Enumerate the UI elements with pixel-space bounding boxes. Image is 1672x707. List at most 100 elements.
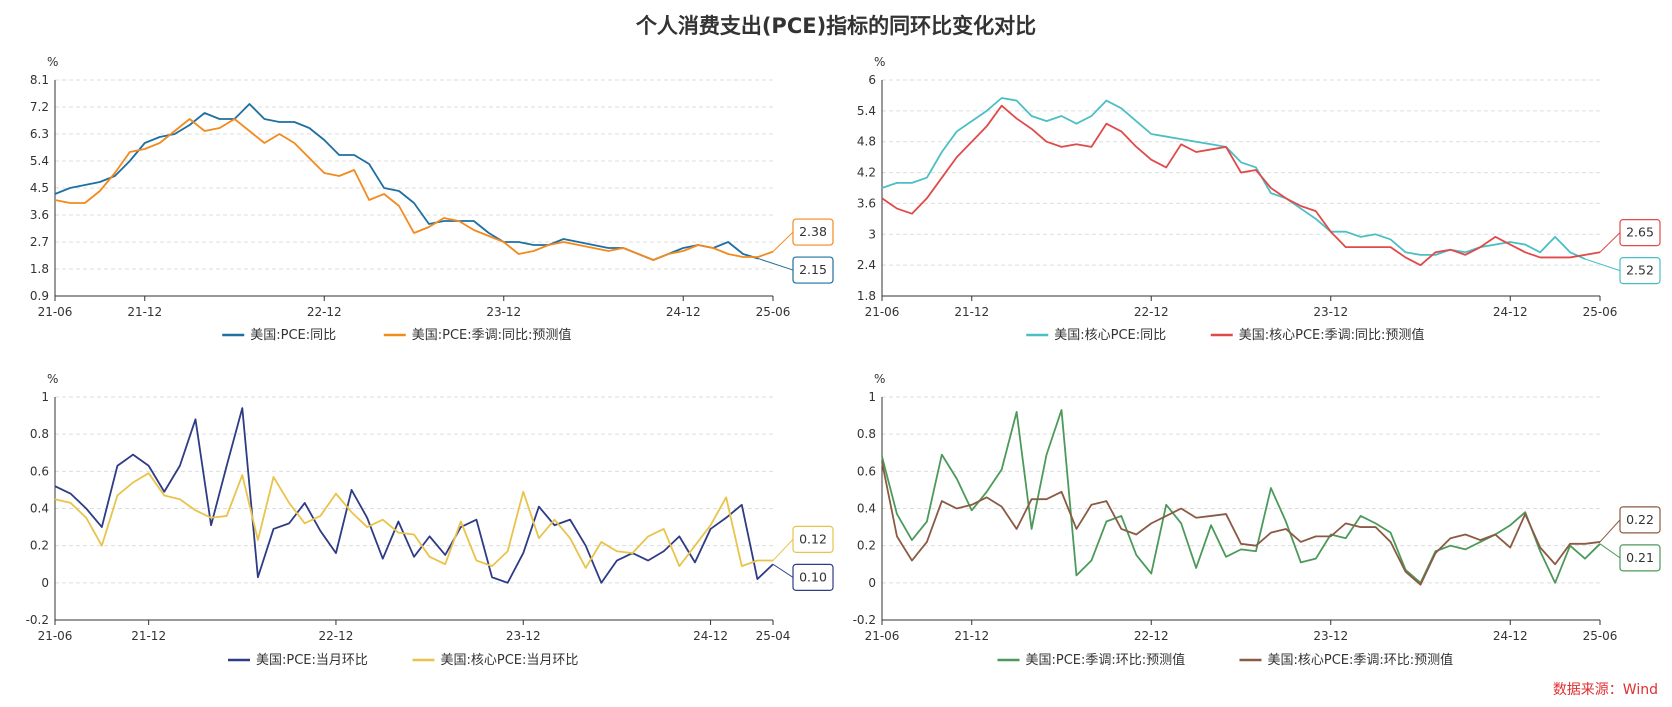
chart2-x-tick-label: 21-12 <box>954 305 989 319</box>
chart1-y-tick-label: 1.8 <box>30 262 49 276</box>
chart2-series-1-line <box>881 97 1586 260</box>
chart1-x-tick-label: 24-12 <box>666 305 701 319</box>
chart4-callout-label-1: 0.21 <box>1626 550 1654 565</box>
chart3-legend-label-1: 美国:PCE:当月环比 <box>256 653 368 668</box>
chart1-y-tick-label: 8.1 <box>30 73 49 87</box>
chart3-callout-label-2: 0.12 <box>799 531 827 546</box>
chart3-callout-label-1: 0.10 <box>799 569 827 584</box>
chart3-legend-label-2: 美国:核心PCE:当月环比 <box>441 653 579 668</box>
chart1-x-tick-label: 23-12 <box>486 305 521 319</box>
chart2-y-tick-label: 3 <box>868 227 876 241</box>
chart1-legend-label-1: 美国:PCE:同比 <box>250 328 336 343</box>
chart4-legend-label-1: 美国:PCE:季调:环比:预测值 <box>1026 652 1186 668</box>
chart4-x-tick-label: 21-06 <box>865 629 900 643</box>
chart4-callout-box-2 <box>1619 506 1661 534</box>
chart3-y-unit: % <box>47 372 58 386</box>
chart3-y-tick-label: 0.8 <box>30 427 49 441</box>
chart1-callout-leader-1 <box>757 258 794 271</box>
chart4-callout-leader-1 <box>1599 543 1621 559</box>
source-note: 数据来源：Wind <box>1552 682 1658 698</box>
chart2-callout-box-2 <box>1619 219 1661 247</box>
chart3-y-tick-label: 0.2 <box>30 539 49 553</box>
chart3-x-tick-label: 22-12 <box>319 629 354 643</box>
chart2-y-tick-label: 3.6 <box>857 196 876 210</box>
chart2-x-tick-label: 21-06 <box>865 305 900 319</box>
chart2-callout-leader-1 <box>1584 258 1621 272</box>
chart3-callout-leader-2 <box>772 539 794 561</box>
chart3-y-tick-label: 1 <box>41 390 49 404</box>
chart3-x-tick-label: 24-12 <box>693 629 728 643</box>
chart2-y-tick-label: 5.4 <box>857 104 876 118</box>
chart1-y-tick-label: 6.3 <box>30 127 49 141</box>
chart3-y-tick-label: 0 <box>41 576 49 590</box>
chart4-y-unit: % <box>874 372 885 386</box>
chart2-legend-label-2: 美国:核心PCE:季调:同比:预测值 <box>1239 327 1425 343</box>
chart1-y-tick-label: 5.4 <box>30 154 49 168</box>
chart4-y-tick-label: 1 <box>868 390 876 404</box>
chart2-callout-label-2: 2.65 <box>1626 225 1654 240</box>
chart1-x-tick-label: 21-06 <box>38 305 73 319</box>
chart4-y-tick-label: 0.4 <box>857 502 876 516</box>
chart4-x-tick-label: 24-12 <box>1493 629 1528 643</box>
chart3-x-tick-label: 21-12 <box>131 629 166 643</box>
chart4-y-tick-label: 0.6 <box>857 464 876 478</box>
chart3-series-1-line <box>54 407 774 584</box>
chart1-callout-leader-2 <box>772 231 794 252</box>
chart1-legend-label-2: 美国:PCE:季调:同比:预测值 <box>412 327 572 343</box>
chart1-callout-label-2: 2.38 <box>799 224 827 239</box>
chart1-y-unit: % <box>47 55 58 69</box>
chart1-y-tick-label: 7.2 <box>30 100 49 114</box>
chart4-x-tick-label: 25-06 <box>1583 629 1618 643</box>
chart1-y-tick-label: 3.6 <box>30 208 49 222</box>
chart4-x-tick-label: 23-12 <box>1313 629 1348 643</box>
chart3-series-2-line <box>54 472 773 569</box>
chart4-callout-box-1 <box>1619 544 1661 572</box>
chart1-series-2-line <box>54 118 774 261</box>
chart4-legend-label-2: 美国:核心PCE:季调:环比:预测值 <box>1268 652 1454 668</box>
chart1-y-tick-label: 0.9 <box>30 289 49 303</box>
chart4-y-tick-label: 0 <box>868 576 876 590</box>
chart4-x-tick-label: 21-12 <box>954 629 989 643</box>
chart3-x-tick-label: 23-12 <box>506 629 541 643</box>
chart2-x-tick-label: 24-12 <box>1493 305 1528 319</box>
chart3-callout-box-2 <box>792 525 834 553</box>
chart3-callout-box-1 <box>792 563 834 591</box>
chart1-y-tick-label: 2.7 <box>30 235 49 249</box>
chart1-callout-label-1: 2.15 <box>799 262 827 277</box>
chart4-x-tick-label: 22-12 <box>1134 629 1169 643</box>
chart1-x-tick-label: 21-12 <box>127 305 162 319</box>
chart2-y-unit: % <box>874 55 885 69</box>
chart2-x-tick-label: 23-12 <box>1313 305 1348 319</box>
chart2-callout-label-1: 2.52 <box>1626 263 1654 278</box>
chart1-x-tick-label: 22-12 <box>307 305 342 319</box>
chart3-x-tick-label: 25-04 <box>756 629 791 643</box>
chart2-series-2-line <box>881 104 1601 267</box>
chart3-y-tick-label: -0.2 <box>26 613 49 627</box>
chart4-series-1-line <box>881 409 1601 584</box>
page-title: 个人消费支出(PCE)指标的同环比变化对比 <box>635 14 1037 38</box>
chart4-y-tick-label: 0.2 <box>857 539 876 553</box>
chart2-y-tick-label: 6 <box>868 73 876 87</box>
chart3-callout-leader-1 <box>772 563 794 578</box>
chart3-x-tick-label: 21-06 <box>38 629 73 643</box>
chart2-y-tick-label: 1.8 <box>857 289 876 303</box>
chart2-legend-label-1: 美国:核心PCE:同比 <box>1054 328 1166 343</box>
chart1-callout-box-1 <box>792 256 834 284</box>
chart1-y-tick-label: 4.5 <box>30 181 49 195</box>
chart2-x-tick-label: 25-06 <box>1583 305 1618 319</box>
chart1-x-tick-label: 25-06 <box>756 305 791 319</box>
chart2-callout-box-1 <box>1619 257 1661 285</box>
chart2-y-tick-label: 2.4 <box>857 258 876 272</box>
chart4-y-tick-label: 0.8 <box>857 427 876 441</box>
chart1-series-1-line <box>54 103 759 261</box>
chart4-series-2-line <box>881 461 1601 586</box>
chart4-callout-leader-2 <box>1599 519 1621 543</box>
chart3-y-tick-label: 0.4 <box>30 502 49 516</box>
chart4-callout-label-2: 0.22 <box>1626 512 1654 527</box>
chart4-y-tick-label: -0.2 <box>853 613 876 627</box>
chart2-callout-leader-2 <box>1599 232 1621 253</box>
chart2-y-tick-label: 4.8 <box>857 135 876 149</box>
chart1-callout-box-2 <box>792 218 834 246</box>
chart2-x-tick-label: 22-12 <box>1134 305 1169 319</box>
